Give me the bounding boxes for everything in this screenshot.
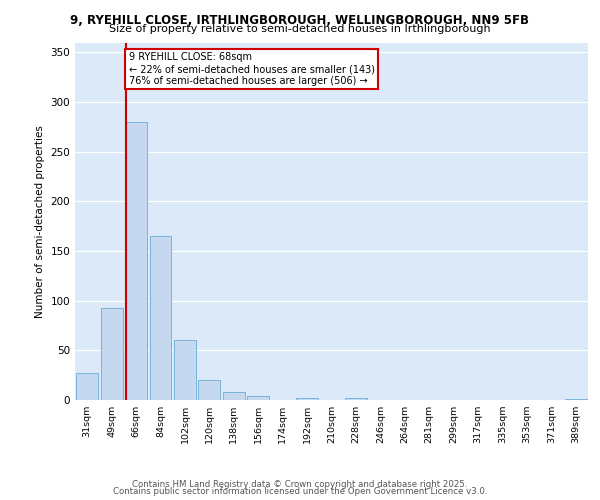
Bar [223,392,245,400]
Bar [247,396,269,400]
Text: Contains HM Land Registry data © Crown copyright and database right 2025.: Contains HM Land Registry data © Crown c… [132,480,468,489]
Bar [345,398,367,400]
Bar [76,373,98,400]
Bar [125,122,147,400]
Bar [565,399,587,400]
Text: Contains public sector information licensed under the Open Government Licence v3: Contains public sector information licen… [113,487,487,496]
Bar [101,308,122,400]
Bar [174,340,196,400]
Bar [149,236,172,400]
Text: 9, RYEHILL CLOSE, IRTHLINGBOROUGH, WELLINGBOROUGH, NN9 5FB: 9, RYEHILL CLOSE, IRTHLINGBOROUGH, WELLI… [71,14,530,27]
Bar [199,380,220,400]
Text: Size of property relative to semi-detached houses in Irthlingborough: Size of property relative to semi-detach… [109,24,491,34]
Bar [296,398,318,400]
Y-axis label: Number of semi-detached properties: Number of semi-detached properties [35,125,45,318]
Text: 9 RYEHILL CLOSE: 68sqm
← 22% of semi-detached houses are smaller (143)
76% of se: 9 RYEHILL CLOSE: 68sqm ← 22% of semi-det… [129,52,375,86]
